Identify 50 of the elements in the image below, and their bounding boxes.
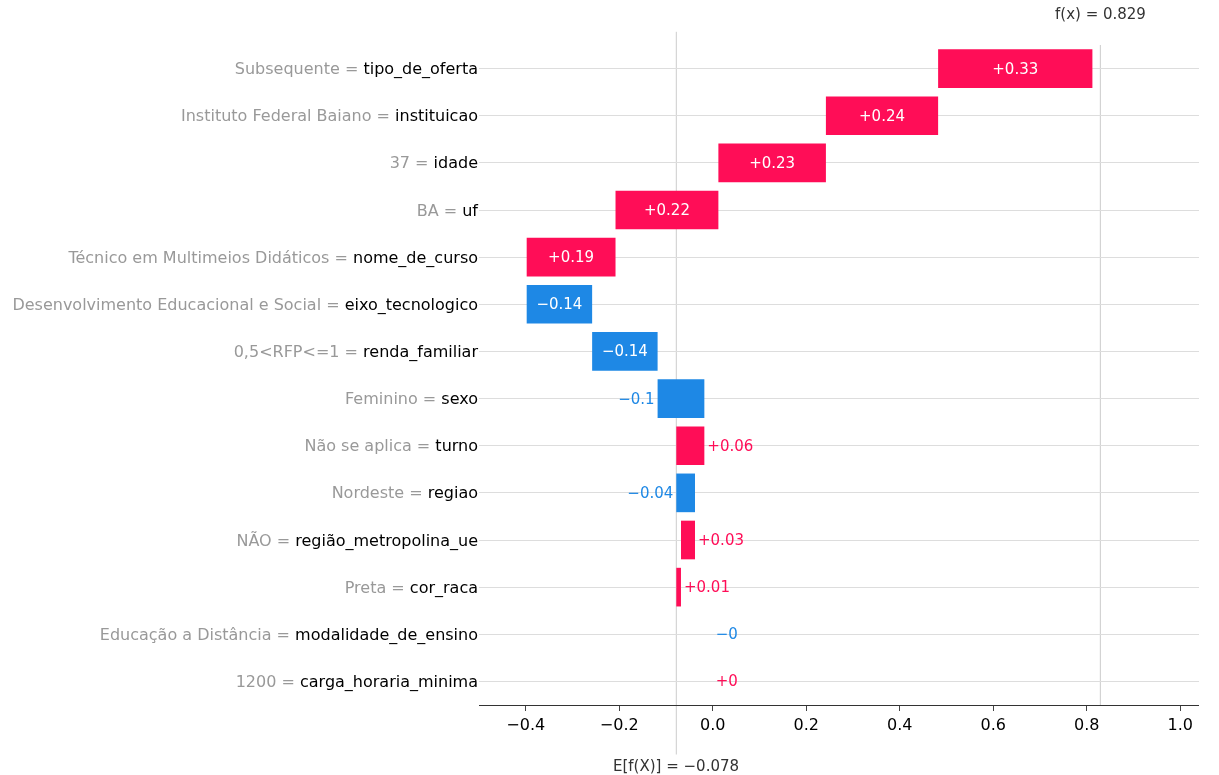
y-tick-label: Nordeste = regiao [331, 483, 478, 503]
data-label: +0.06 [707, 436, 754, 455]
y-tick-label: Técnico em Multimeios Didáticos = nome_de_curso [67, 247, 478, 268]
x-tick-label: 0.0 [700, 715, 726, 735]
data-label: −0.14 [536, 295, 583, 314]
bar [526, 237, 616, 277]
bar [526, 284, 593, 324]
data-label: −0 [715, 625, 738, 644]
bar [676, 567, 681, 607]
x-tick-label: 0.8 [1074, 715, 1100, 735]
y-tick-label: Subsequente = tipo_de_oferta [234, 59, 478, 80]
data-label: +0.01 [683, 578, 730, 597]
y-tick-label: 37 = idade [389, 153, 478, 173]
data-label: +0.24 [859, 106, 905, 125]
data-label: −0.04 [627, 483, 674, 502]
y-tick-label: Desenvolvimento Educacional e Social = eixo_tecnologico [12, 294, 478, 315]
x-tick-label: 1.0 [1167, 715, 1194, 735]
y-tick-label: Feminino = sexo [345, 389, 478, 409]
x-tick-label: 0.2 [793, 715, 819, 735]
data-label: +0 [715, 672, 738, 691]
y-tick-label: Preta = cor_raca [344, 577, 478, 598]
ref-line-label: f(x) = 0.829 [1055, 5, 1146, 23]
data-label: +0.33 [992, 59, 1039, 78]
y-tick-label: 1200 = carga_horaria_minima [235, 672, 478, 693]
bar [676, 473, 695, 513]
y-tick-label: BA = uf [416, 200, 479, 220]
x-tick-label: −0.2 [599, 715, 639, 735]
data-label: +0.03 [698, 531, 744, 549]
data-label: +0.23 [749, 153, 796, 172]
data-label: +0.22 [643, 201, 690, 219]
bar [938, 49, 1093, 88]
data-label: +0.19 [548, 248, 595, 267]
x-tick-label: 0.6 [980, 715, 1007, 735]
y-tick-label: Instituto Federal Baiano = instituicao [181, 106, 478, 126]
x-tick-label: −0.4 [506, 715, 546, 735]
data-label: −0.14 [601, 342, 648, 361]
data-label: −0.1 [618, 389, 655, 408]
bar [680, 520, 695, 560]
y-tick-label: NÃO = região_metropolina_ue [236, 530, 478, 551]
y-tick-label: Não se aplica = turno [304, 436, 478, 456]
ref-line-label: E[f(X)] = −0.078 [613, 757, 740, 775]
bar [676, 426, 705, 466]
bar [657, 379, 705, 418]
bar [615, 190, 719, 230]
x-tick-label: 0.4 [887, 715, 913, 735]
bar [718, 143, 826, 183]
y-tick-label: Educação a Distância = modalidade_de_ensino [99, 624, 478, 645]
bar [825, 96, 939, 136]
bar [592, 332, 658, 371]
y-tick-label: 0,5<RFP<=1 = renda_familiar [233, 342, 479, 363]
